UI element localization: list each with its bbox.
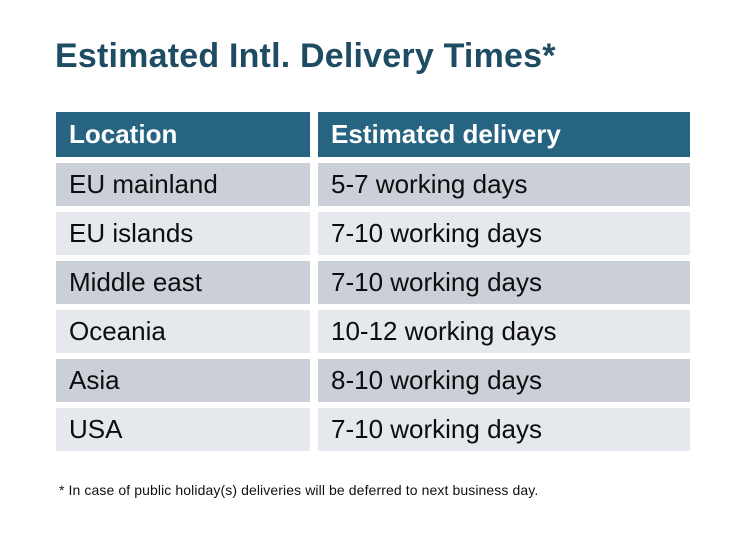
page-title: Estimated Intl. Delivery Times* — [55, 37, 556, 75]
delivery-times-table: Location Estimated delivery EU mainland … — [56, 112, 690, 457]
delivery-cell: 8-10 working days — [318, 359, 690, 402]
table-row: USA 7-10 working days — [56, 408, 690, 451]
table-row: Middle east 7-10 working days — [56, 261, 690, 304]
location-cell: Asia — [56, 359, 310, 402]
location-cell: Oceania — [56, 310, 310, 353]
delivery-cell: 7-10 working days — [318, 212, 690, 255]
table-row: EU mainland 5-7 working days — [56, 163, 690, 206]
delivery-cell: 7-10 working days — [318, 261, 690, 304]
delivery-cell: 5-7 working days — [318, 163, 690, 206]
location-cell: USA — [56, 408, 310, 451]
table-header-row: Location Estimated delivery — [56, 112, 690, 157]
location-cell: EU islands — [56, 212, 310, 255]
column-header-delivery: Estimated delivery — [318, 112, 690, 157]
location-cell: EU mainland — [56, 163, 310, 206]
delivery-cell: 7-10 working days — [318, 408, 690, 451]
footnote: * In case of public holiday(s) deliverie… — [59, 482, 539, 498]
column-header-location: Location — [56, 112, 310, 157]
table-row: EU islands 7-10 working days — [56, 212, 690, 255]
delivery-cell: 10-12 working days — [318, 310, 690, 353]
table-row: Oceania 10-12 working days — [56, 310, 690, 353]
location-cell: Middle east — [56, 261, 310, 304]
table-row: Asia 8-10 working days — [56, 359, 690, 402]
